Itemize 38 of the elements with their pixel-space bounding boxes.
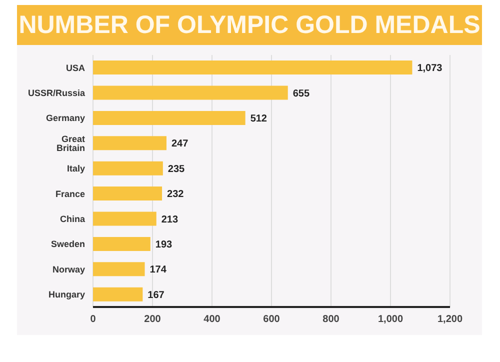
data-label: 213 — [161, 214, 178, 226]
data-label: 235 — [168, 164, 186, 175]
bar — [93, 287, 143, 302]
bar — [93, 186, 162, 201]
bar — [93, 110, 246, 125]
bar — [93, 262, 145, 276]
x-tick-label: 1,000 — [378, 314, 404, 326]
x-tick-label: 600 — [263, 314, 280, 326]
y-tick-label: USSR/Russia — [28, 88, 86, 98]
y-tick-label: France — [55, 188, 85, 199]
y-tick-label: USA — [66, 62, 86, 73]
y-tick-label: Norway — [52, 264, 85, 274]
x-tick-label: 200 — [144, 314, 162, 326]
data-label: 1,073 — [417, 63, 443, 74]
bar — [93, 212, 156, 226]
data-label: 512 — [250, 113, 268, 124]
data-label: 247 — [171, 138, 189, 150]
data-label: 655 — [292, 88, 310, 100]
y-tick-label: Great Britain — [56, 134, 85, 153]
chart-title: NUMBER OF OLYMPIC GOLD MEDALS — [17, 5, 482, 45]
data-label: 193 — [155, 239, 173, 250]
y-tick-label: Germany — [46, 113, 85, 124]
x-tick-label: 1,200 — [437, 314, 463, 326]
bar — [93, 86, 288, 100]
x-tick-label: 0 — [90, 314, 96, 326]
data-label: 167 — [148, 290, 165, 301]
bar — [93, 236, 150, 251]
bar — [93, 161, 163, 176]
bar — [93, 136, 166, 150]
x-tick-label: 800 — [322, 314, 340, 326]
y-tick-label: Sweden — [50, 239, 85, 250]
bar — [93, 60, 412, 75]
data-label: 174 — [150, 264, 167, 276]
y-tick-label: China — [60, 214, 86, 224]
y-tick-label: Italy — [66, 164, 85, 174]
y-tick-label: Hungary — [48, 290, 85, 300]
x-tick-label: 400 — [204, 314, 221, 326]
data-label: 232 — [167, 189, 184, 200]
